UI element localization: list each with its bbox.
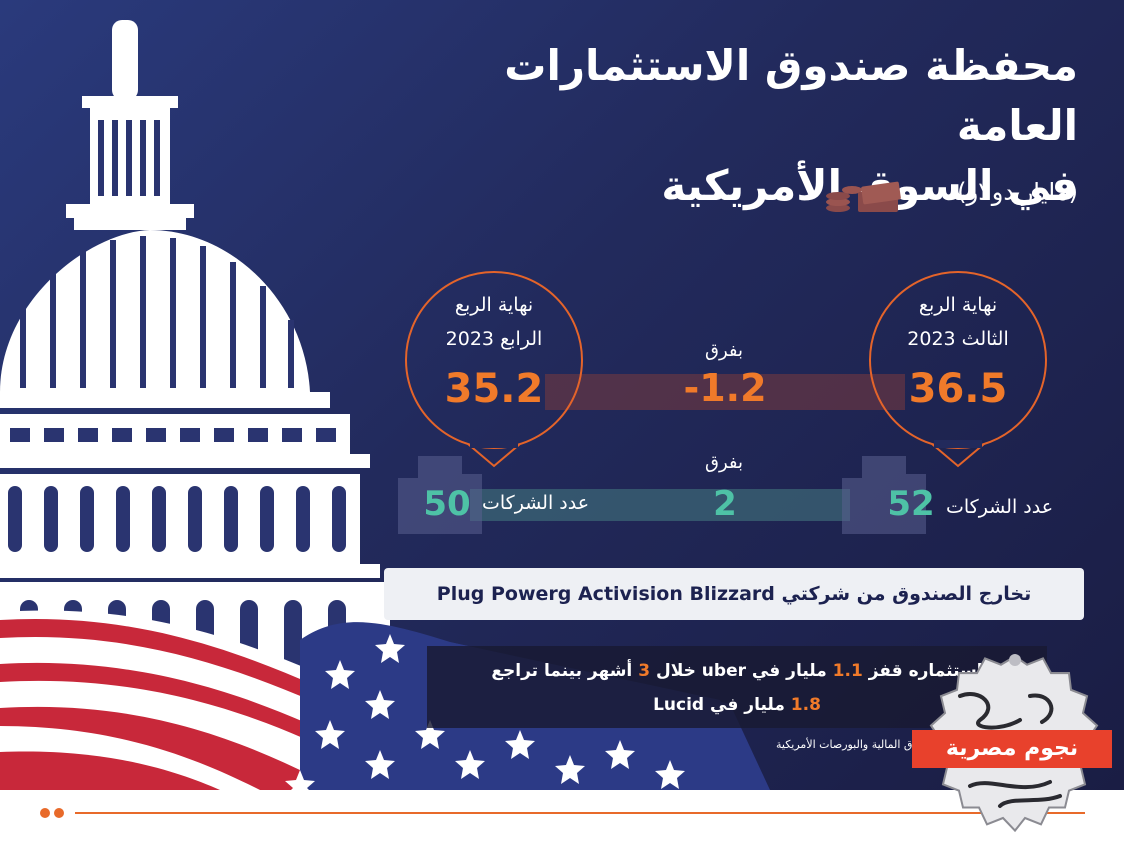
q4-value: 35.2 xyxy=(444,366,544,412)
title-line-1: محفظة صندوق الاستثمارات العامة xyxy=(504,41,1078,150)
comparison-connectors xyxy=(398,271,1047,534)
q4-companies-count: 50 xyxy=(423,484,471,524)
footer-dot xyxy=(54,808,64,818)
footer xyxy=(0,790,1124,843)
q3-companies-label: عدد الشركات xyxy=(946,496,1054,518)
companies-diff-label: بفرق xyxy=(704,452,743,473)
info-line-1: استثماره قفز 1.1 مليار في uber خلال 3 أش… xyxy=(491,661,983,681)
capitol-dome-illustration xyxy=(0,120,770,790)
value-diff: -1.2 xyxy=(683,366,767,410)
unit-label: (مليار دولار) xyxy=(957,178,1078,206)
value-diff-label: بفرق xyxy=(704,340,743,361)
q4-label: نهاية الربع الرابع 2023 xyxy=(445,294,543,350)
q3-value: 36.5 xyxy=(908,366,1008,412)
footer-line xyxy=(75,812,1085,814)
q3-companies-count: 52 xyxy=(887,484,935,524)
office-building-icon xyxy=(398,456,926,534)
footer-dot xyxy=(40,808,50,818)
logo-label: نجوم مصرية xyxy=(912,730,1112,768)
money-stack-icon xyxy=(826,181,901,212)
q3-label: نهاية الربع الثالث 2023 xyxy=(907,294,1009,350)
exit-banner-text: تخارج الصندوق من شركتي Plug Powerg Activ… xyxy=(436,583,1032,605)
source-note: هيئة الأوراق المالية والبورصات الأمريكية xyxy=(776,738,958,751)
calligraphy-mark xyxy=(958,692,1062,808)
companies-diff: 2 xyxy=(713,484,737,524)
flag-stars xyxy=(285,634,685,790)
info-line-2: 1.8 مليار في Lucid xyxy=(653,695,821,715)
exit-banner: تخارج الصندوق من شركتي Plug Powerg Activ… xyxy=(384,568,1084,620)
q4-companies-label: عدد الشركات xyxy=(482,492,590,514)
